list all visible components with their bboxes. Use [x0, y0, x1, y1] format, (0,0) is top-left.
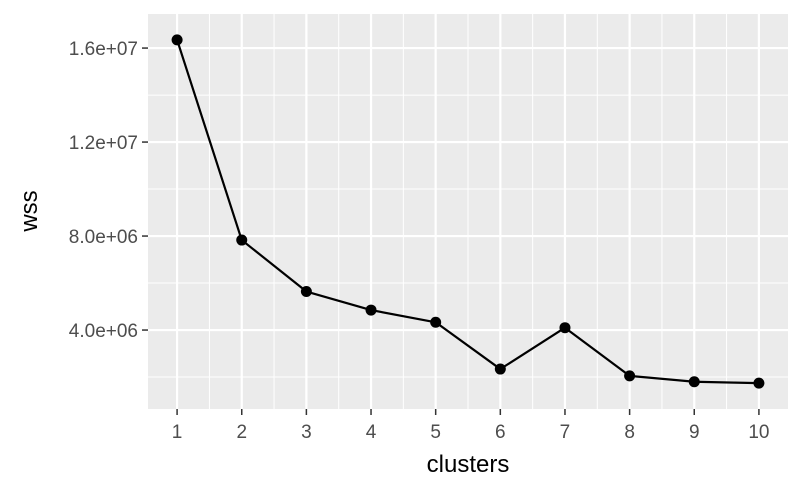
- data-point: [753, 377, 765, 389]
- y-axis: 4.0e+06 8.0e+06 1.2e+07 1.6e+07: [69, 39, 148, 342]
- x-tick-label: 6: [495, 422, 506, 443]
- y-axis-title: wss: [16, 190, 43, 232]
- wss-line: [176, 39, 759, 385]
- data-point: [430, 316, 442, 328]
- y-tick-label: 1.2e+07: [69, 133, 138, 154]
- x-tick-label: 3: [301, 422, 312, 443]
- minor-grid: [148, 14, 788, 409]
- x-tick-label: 7: [560, 422, 571, 443]
- x-tick-label: 9: [689, 422, 700, 443]
- data-point: [300, 286, 312, 298]
- x-axis-title: clusters: [427, 451, 510, 478]
- y-tick-label: 1.6e+07: [69, 39, 138, 60]
- wss-series: [171, 34, 765, 389]
- data-point: [559, 322, 571, 334]
- x-tick-label: 1: [172, 422, 183, 443]
- x-tick-label: 8: [624, 422, 635, 443]
- y-tick-label: 4.0e+06: [69, 321, 138, 342]
- x-tick-label: 5: [430, 422, 441, 443]
- data-point: [688, 376, 700, 388]
- x-tick-label: 4: [366, 422, 377, 443]
- x-axis: 1 2 3 4 5 6 7 8 9 10: [172, 409, 769, 443]
- data-point: [494, 363, 506, 375]
- data-point: [236, 234, 248, 246]
- data-point: [365, 304, 377, 316]
- x-tick-label: 10: [748, 422, 769, 443]
- data-point: [624, 370, 636, 382]
- y-tick-label: 8.0e+06: [69, 227, 138, 248]
- data-point: [171, 34, 183, 46]
- x-tick-label: 2: [236, 422, 247, 443]
- major-grid: [148, 14, 788, 409]
